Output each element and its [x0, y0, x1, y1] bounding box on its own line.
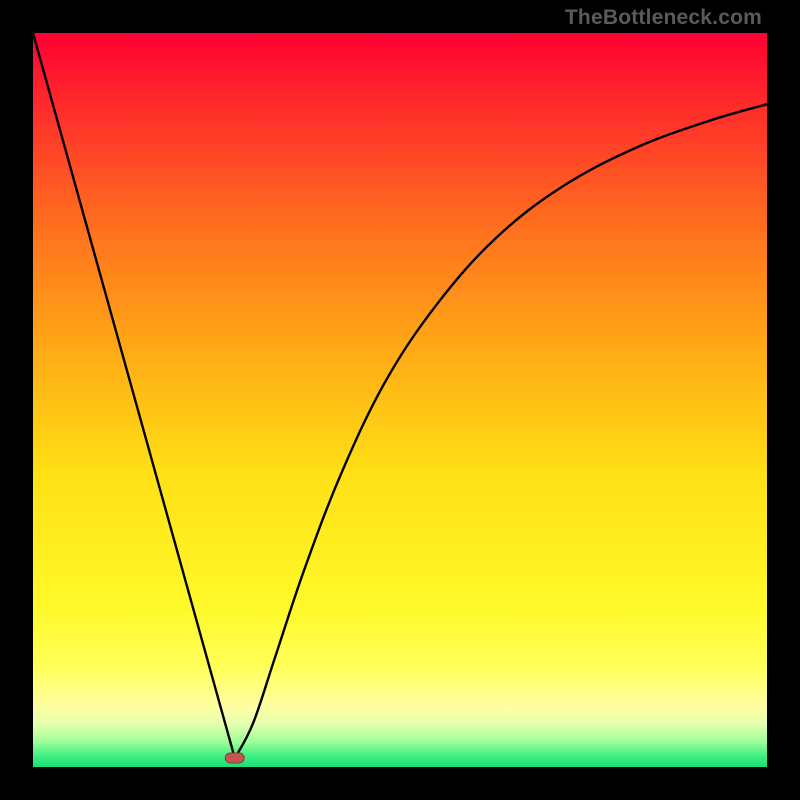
minimum-marker [225, 753, 246, 764]
plot-area [33, 33, 767, 767]
curve-line [33, 33, 767, 758]
bottleneck-curve [33, 33, 767, 767]
chart-frame: TheBottleneck.com [0, 0, 800, 800]
watermark-text: TheBottleneck.com [565, 6, 762, 30]
